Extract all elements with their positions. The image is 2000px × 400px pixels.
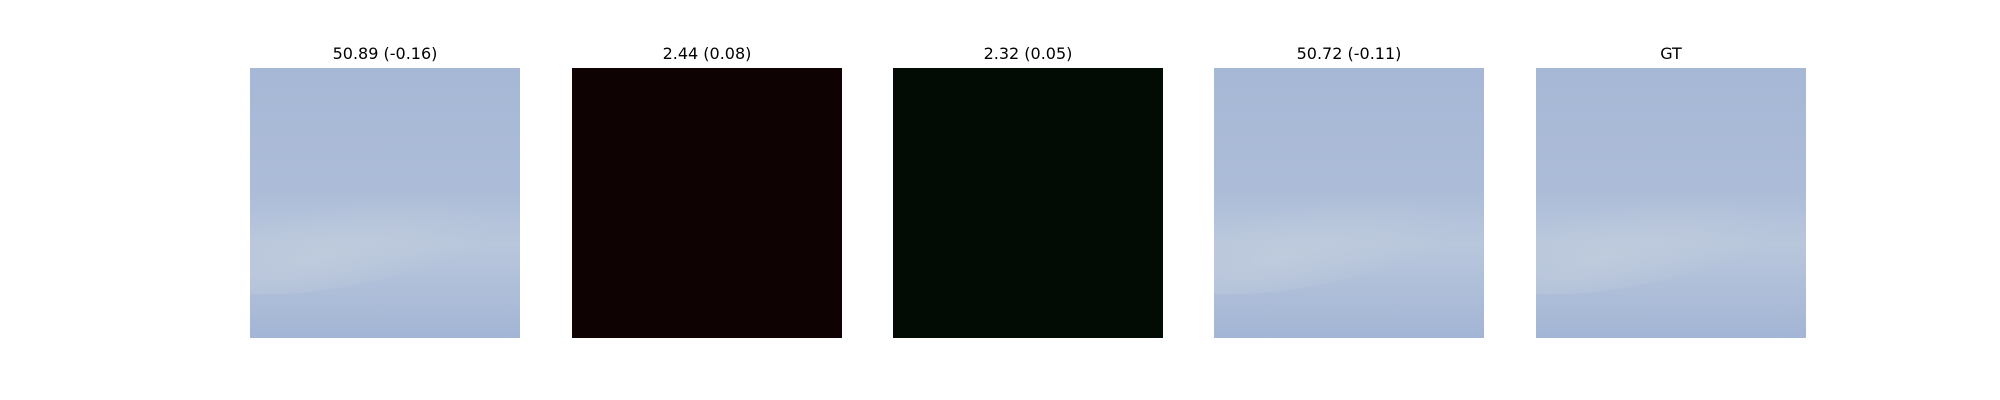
sky-image xyxy=(1214,68,1484,338)
panel-prediction-2: 2.44 (0.08) xyxy=(572,40,842,338)
panel-title: 2.32 (0.05) xyxy=(983,44,1073,63)
sky-image xyxy=(1536,68,1806,338)
sky-image xyxy=(250,68,520,338)
dark-image xyxy=(572,68,842,338)
panel-title: 50.72 (-0.11) xyxy=(1296,44,1402,63)
panel-title: GT xyxy=(1660,44,1682,63)
panel-prediction-1: 50.89 (-0.16) xyxy=(250,40,520,338)
panel-prediction-3: 2.32 (0.05) xyxy=(893,40,1163,338)
panel-prediction-4: 50.72 (-0.11) xyxy=(1214,40,1484,338)
panel-title: 50.89 (-0.16) xyxy=(332,44,438,63)
panel-title: 2.44 (0.08) xyxy=(662,44,752,63)
panel-ground-truth: GT xyxy=(1536,40,1806,338)
dark-image xyxy=(893,68,1163,338)
